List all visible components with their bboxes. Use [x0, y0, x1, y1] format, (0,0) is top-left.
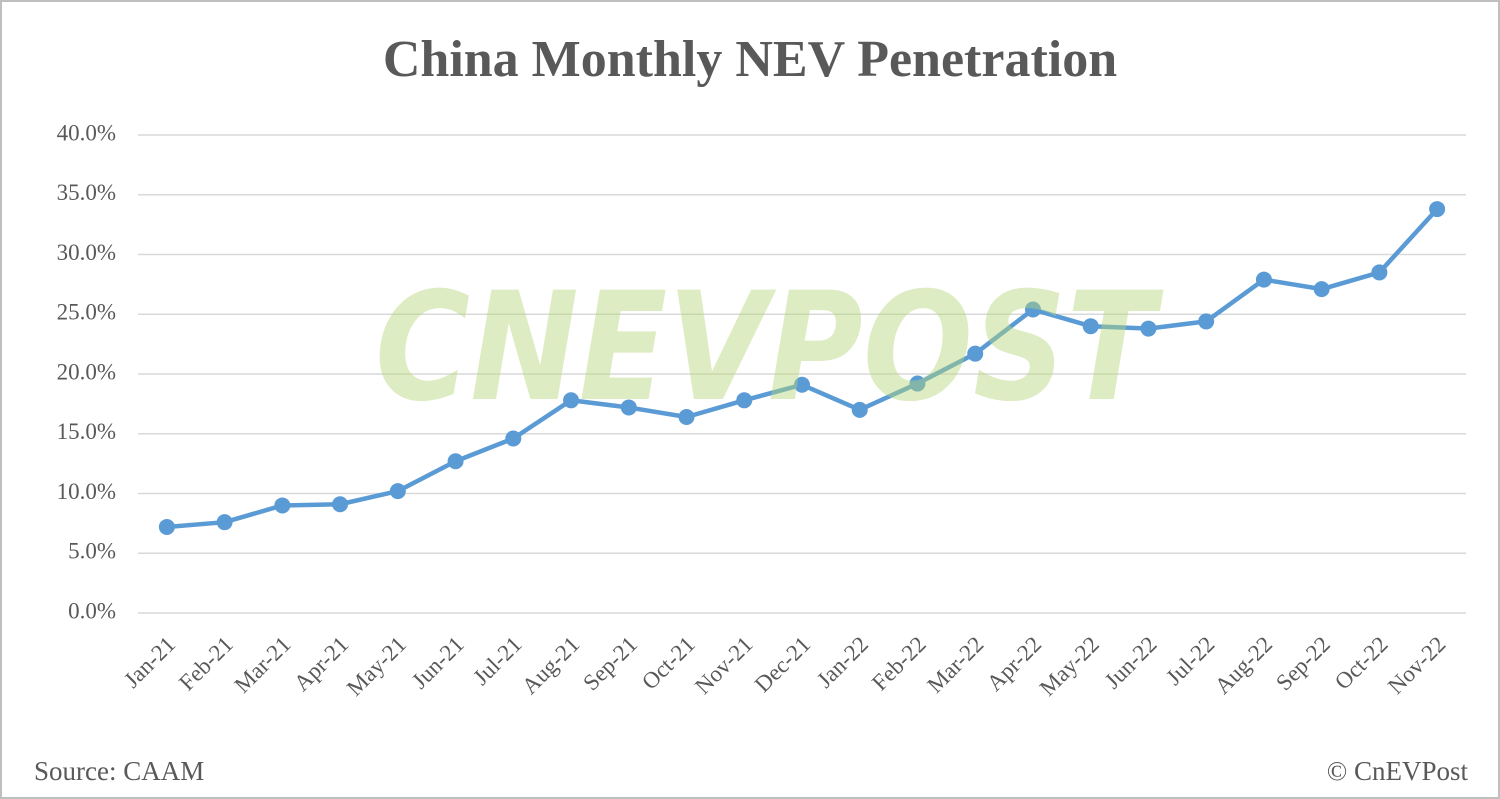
y-tick-label: 30.0% [57, 240, 116, 265]
y-tick-label: 0.0% [68, 598, 116, 623]
y-tick-label: 35.0% [57, 180, 116, 205]
y-tick-label: 20.0% [57, 359, 116, 384]
data-point [1371, 264, 1388, 281]
y-tick-label: 10.0% [57, 479, 116, 504]
chart-title: China Monthly NEV Penetration [383, 31, 1117, 88]
data-point [1082, 318, 1099, 335]
data-point [851, 401, 868, 418]
data-point [909, 375, 926, 392]
data-point [563, 392, 580, 409]
data-point [158, 518, 175, 535]
data-point [1429, 201, 1446, 218]
y-tick-label: 25.0% [57, 300, 116, 325]
data-point [216, 514, 233, 531]
data-point [447, 453, 464, 470]
data-point [1255, 271, 1272, 288]
data-point [1198, 313, 1215, 330]
data-point [620, 399, 637, 416]
credit-note: © CnEVPost [1327, 756, 1469, 786]
source-note: Source: CAAM [34, 756, 204, 786]
data-point [274, 497, 291, 514]
data-point [332, 496, 349, 513]
data-point [736, 392, 753, 409]
data-point [389, 483, 406, 500]
data-point [1024, 301, 1041, 318]
data-point [678, 409, 695, 426]
data-point [1313, 281, 1330, 298]
y-tick-label: 40.0% [57, 120, 116, 145]
watermark: CNEVPOST [375, 261, 1164, 435]
data-point [1140, 320, 1157, 337]
data-point [505, 430, 522, 447]
y-tick-label: 5.0% [68, 539, 116, 564]
data-point [794, 376, 810, 393]
data-point [967, 345, 984, 362]
y-tick-label: 15.0% [57, 419, 116, 444]
